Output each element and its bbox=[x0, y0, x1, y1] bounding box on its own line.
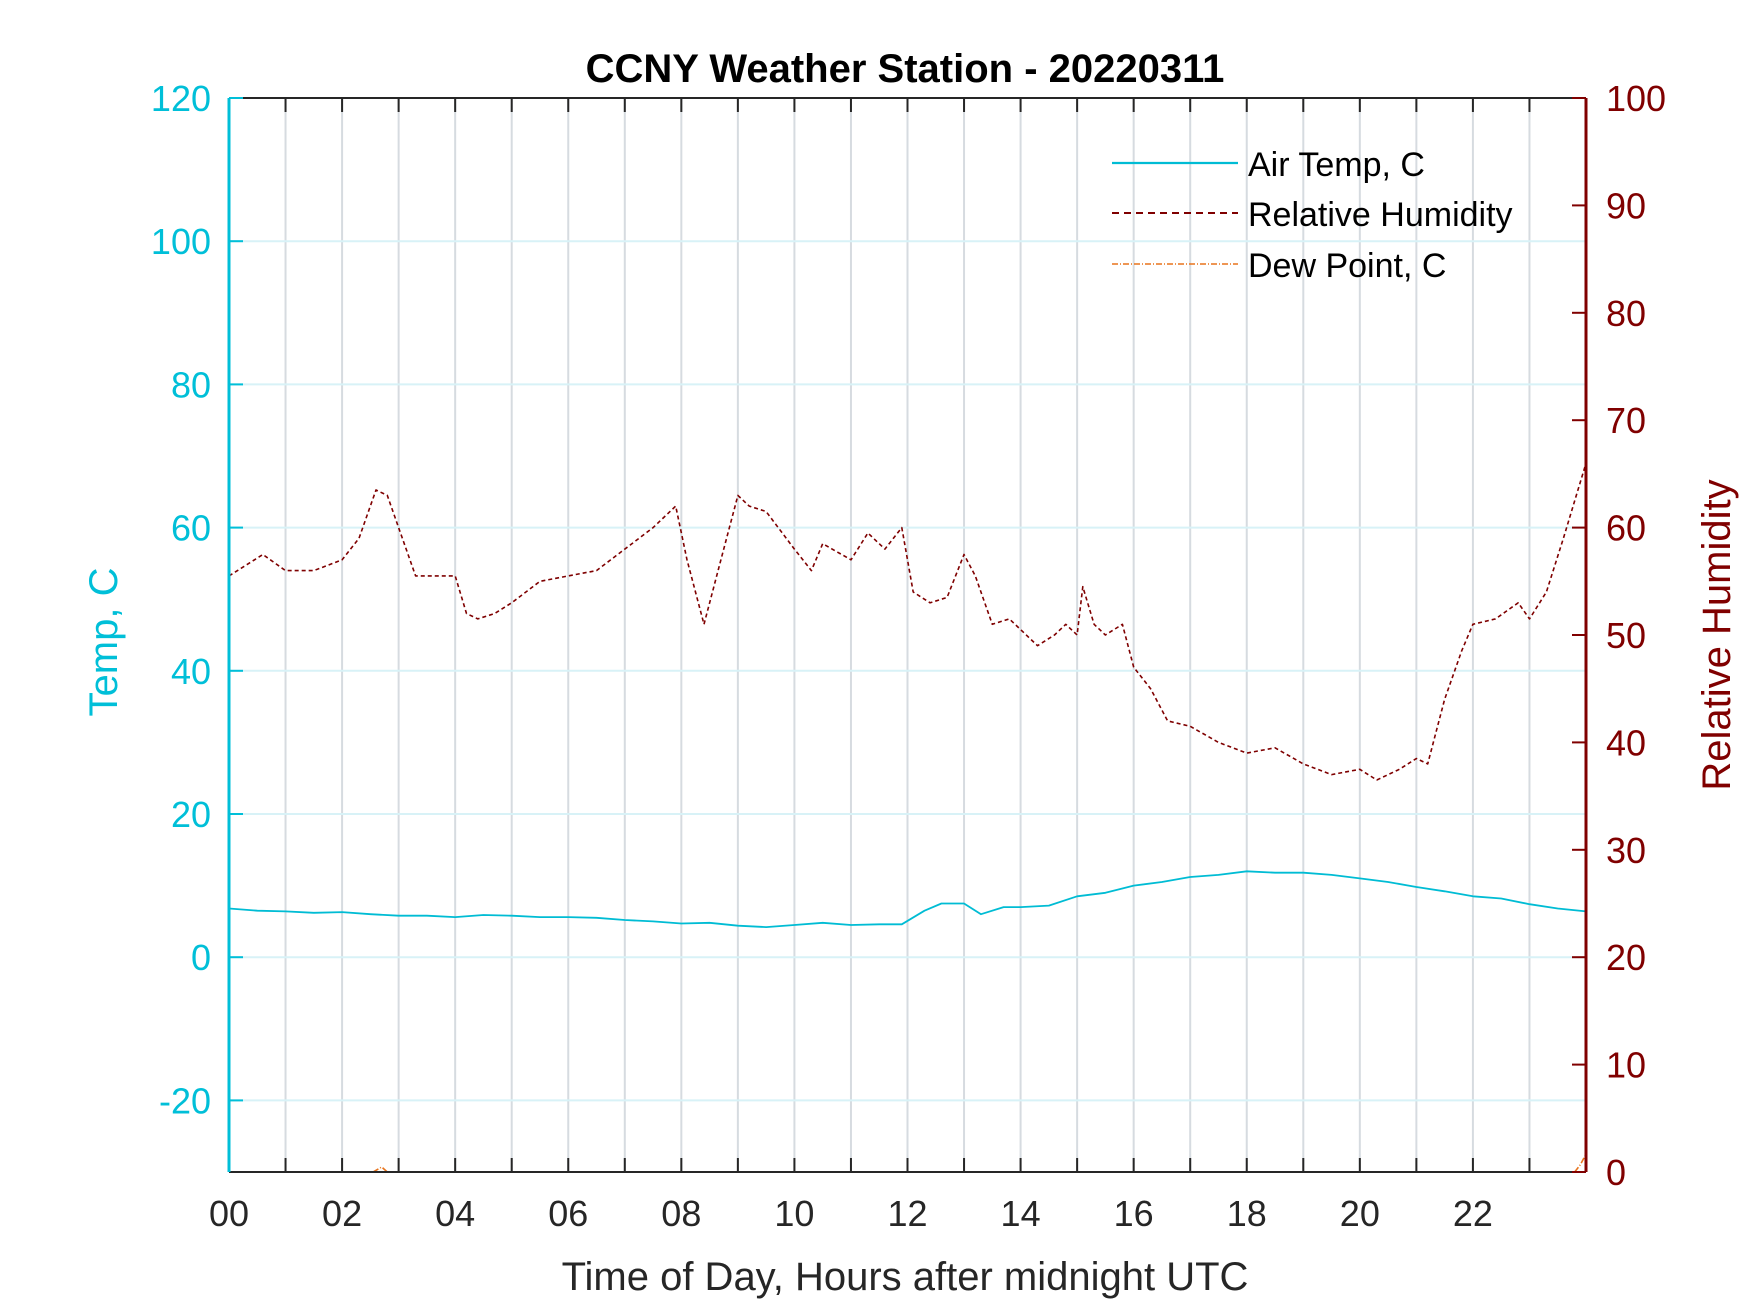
y-tick-label-left: 60 bbox=[171, 508, 211, 549]
y-tick-label-right: 70 bbox=[1606, 400, 1646, 441]
series-relative-humidity bbox=[228, 462, 1587, 781]
y-tick-label-right: 10 bbox=[1606, 1045, 1646, 1086]
x-tick-label: 14 bbox=[1001, 1193, 1041, 1234]
y-tick-label-right: 80 bbox=[1606, 293, 1646, 334]
series-dew-point-segment-1 bbox=[1574, 1153, 1587, 1173]
y-tick-label-right: 100 bbox=[1606, 78, 1666, 119]
y-tick-label-right: 20 bbox=[1606, 937, 1646, 978]
series-dew-point-segment-0 bbox=[372, 1166, 388, 1173]
y-tick-label-left: 120 bbox=[151, 78, 211, 119]
x-tick-label: 08 bbox=[661, 1193, 701, 1234]
y-tick-label-left: 80 bbox=[171, 364, 211, 405]
y-tick-label-left: 20 bbox=[171, 794, 211, 835]
chart-title: CCNY Weather Station - 20220311 bbox=[586, 47, 1225, 91]
y-tick-label-right: 60 bbox=[1606, 508, 1646, 549]
y-tick-label-right: 0 bbox=[1606, 1152, 1626, 1193]
x-tick-label: 18 bbox=[1227, 1193, 1267, 1234]
y-axis-label-left: Temp, C bbox=[82, 568, 126, 717]
y-tick-label-right: 90 bbox=[1606, 185, 1646, 226]
y-tick-label-right: 40 bbox=[1606, 722, 1646, 763]
series-layer bbox=[228, 462, 1587, 1173]
y-tick-label-left: 40 bbox=[171, 651, 211, 692]
legend: Air Temp, C Relative Humidity Dew Point,… bbox=[1112, 146, 1513, 285]
x-tick-label: 22 bbox=[1453, 1193, 1493, 1234]
y-tick-label-left: 100 bbox=[151, 221, 211, 262]
legend-label-dew-point: Dew Point, C bbox=[1248, 247, 1446, 285]
y-axis-label-right: Relative Humidity bbox=[1695, 479, 1739, 790]
x-tick-label: 02 bbox=[322, 1193, 362, 1234]
x-tick-label: 10 bbox=[774, 1193, 814, 1234]
x-tick-label: 12 bbox=[887, 1193, 927, 1234]
series-air-temp bbox=[228, 870, 1587, 928]
legend-label-humidity: Relative Humidity bbox=[1248, 196, 1513, 234]
y-tick-label-right: 30 bbox=[1606, 830, 1646, 871]
y-tick-label-left: 0 bbox=[191, 937, 211, 978]
x-axis-label: Time of Day, Hours after midnight UTC bbox=[562, 1255, 1249, 1299]
tick-labels: 00 02 04 06 08 10 12 14 16 18 20 22-200204060801001… bbox=[151, 78, 1666, 1234]
grid-lines bbox=[229, 98, 1586, 1172]
x-tick-label: 00 bbox=[209, 1193, 249, 1234]
y-tick-label-right: 50 bbox=[1606, 615, 1646, 656]
legend-label-air-temp: Air Temp, C bbox=[1248, 146, 1425, 184]
x-tick-label: 20 bbox=[1340, 1193, 1380, 1234]
x-tick-label: 06 bbox=[548, 1193, 588, 1234]
y-tick-label-left: -20 bbox=[159, 1080, 211, 1121]
x-tick-label: 04 bbox=[435, 1193, 475, 1234]
tick-marks bbox=[229, 97, 1586, 1173]
x-tick-label: 16 bbox=[1114, 1193, 1154, 1234]
